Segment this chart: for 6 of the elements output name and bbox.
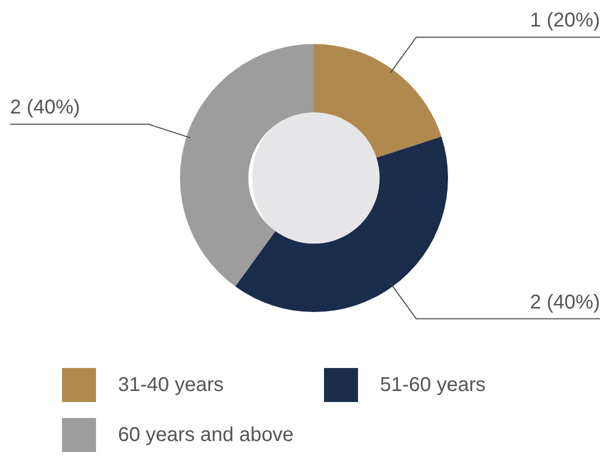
data-label: 2 (40%) — [10, 96, 80, 119]
legend-label: 51-60 years — [380, 374, 486, 396]
legend-label: 31-40 years — [118, 374, 224, 396]
data-label: 1 (20%) — [530, 10, 600, 32]
data-label: 2 (40%) — [530, 291, 600, 314]
legend-label: 60 years and above — [118, 424, 294, 446]
